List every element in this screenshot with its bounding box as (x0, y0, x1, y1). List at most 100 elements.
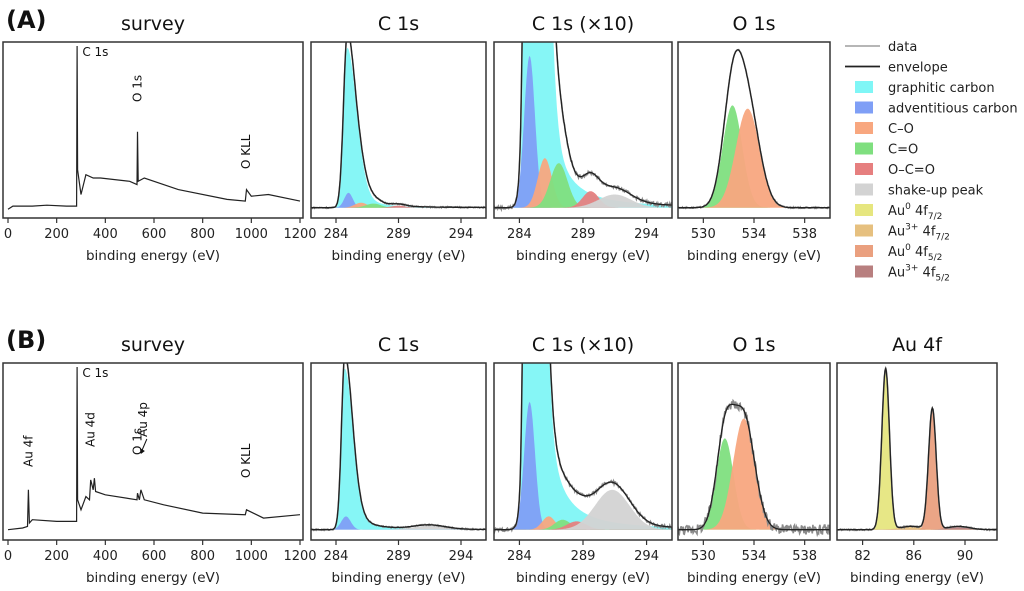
plot-area (494, 363, 672, 535)
x-tick-label: 200 (44, 227, 69, 242)
x-tick-label: 200 (44, 549, 69, 564)
legend-item-shakeup: shake-up peak (855, 183, 984, 199)
panel-a-c1s: C 1s 284 289 294 binding energy (eV) (310, 13, 487, 264)
component-graphitic-carbon (494, 363, 672, 530)
survey-trace (7, 366, 301, 531)
x-tick-label: 289 (571, 227, 596, 242)
envelope-trace (494, 363, 672, 531)
x-tick-label: 289 (386, 549, 411, 564)
component-graphitic-carbon (494, 42, 672, 208)
x-tick-label: 289 (571, 549, 596, 564)
legend-swatch (855, 142, 873, 155)
legend-swatch (855, 265, 873, 278)
envelope-trace (494, 42, 672, 209)
panel-frame (2, 41, 304, 219)
envelope-trace (311, 42, 486, 209)
component-au0-4f7-2 (837, 368, 997, 530)
x-tick-label: 1000 (235, 227, 268, 242)
legend-label: graphitic carbon (888, 81, 995, 96)
plot-area (678, 398, 830, 538)
component-c-o (678, 108, 830, 208)
x-tick-label: 284 (507, 227, 532, 242)
x-tick-label: 400 (93, 549, 118, 564)
envelope-trace (311, 363, 486, 531)
legend-swatch (855, 204, 873, 216)
panel-a-survey: survey C 1s O 1s O KLL 0 200 400 600 800 1000 1200… (2, 13, 317, 264)
component-au0-4f5-2 (837, 408, 997, 530)
x-tick-label: 600 (142, 549, 167, 564)
x-tick-label: 1000 (235, 549, 268, 564)
legend-label: C–O (888, 122, 914, 137)
legend-label: Au3+ 4f5/2 (888, 264, 950, 284)
envelope-trace (678, 403, 830, 531)
plot-area (837, 366, 997, 532)
x-axis-label: binding energy (eV) (687, 570, 821, 586)
panel-frame (310, 41, 487, 219)
x-tick-label: 534 (742, 549, 767, 564)
legend-swatch (855, 224, 873, 237)
legend-item-graphitic: graphitic carbon (855, 81, 995, 96)
panel-b-c1s: C 1s 284 289 294 binding energy (eV) (310, 334, 487, 586)
legend-item-envelope: envelope (845, 61, 948, 76)
x-axis-label: binding energy (eV) (516, 570, 650, 586)
plot-area (311, 363, 486, 532)
legend-item-au0-72: Au0 4f7/2 (855, 202, 942, 222)
x-tick-label: 1200 (283, 549, 316, 564)
x-tick-label: 600 (142, 227, 167, 242)
panel-title: Au 4f (892, 334, 943, 356)
legend-swatch (855, 122, 873, 134)
x-tick-label: 1200 (283, 227, 316, 242)
x-tick-label: 86 (906, 549, 923, 564)
x-axis-label: binding energy (eV) (331, 248, 465, 264)
x-axis-label: binding energy (eV) (687, 248, 821, 264)
panel-title: O 1s (733, 334, 776, 356)
plot-area (311, 42, 486, 210)
component-graphitic-carbon (311, 369, 486, 530)
x-tick-label: 284 (324, 227, 349, 242)
legend-item-co: C–O (855, 122, 914, 137)
x-tick-label: 0 (4, 227, 12, 242)
x-axis-label: binding energy (eV) (516, 248, 650, 264)
x-tick-label: 90 (957, 549, 974, 564)
legend-swatch (855, 101, 873, 114)
panel-title: C 1s (378, 334, 419, 356)
legend-label: adventitious carbon (888, 102, 1018, 117)
legend-label: shake-up peak (888, 184, 984, 199)
legend-item-c-o: C=O (855, 142, 918, 158)
survey-trace (7, 45, 301, 210)
peak-label: Au 4f (21, 435, 35, 467)
x-tick-label: 284 (324, 549, 349, 564)
component-adventitious-carbon (311, 516, 486, 530)
x-tick-label: 284 (507, 549, 532, 564)
x-axis-label: binding energy (eV) (850, 570, 984, 586)
x-tick-label: 294 (634, 227, 659, 242)
legend-item-data: data (845, 40, 917, 55)
x-tick-label: 82 (854, 549, 871, 564)
peak-label: C 1s (82, 366, 108, 380)
component-c-o (678, 418, 830, 530)
x-tick-label: 294 (634, 549, 659, 564)
legend-label: C=O (888, 143, 918, 158)
data-trace (311, 363, 486, 532)
component-adventitious-carbon (311, 192, 486, 208)
legend-label: Au0 4f7/2 (888, 202, 942, 222)
component-c-o (494, 158, 672, 208)
peak-label: C 1s (82, 45, 108, 59)
x-axis-label: binding energy (eV) (331, 570, 465, 586)
panel-b-o1s: O 1s 530 534 538 binding energy (eV) (677, 334, 831, 586)
legend-item-oc-o: O–C=O (855, 163, 935, 178)
legend-item-au3-72: Au3+ 4f7/2 (855, 223, 950, 243)
peak-label: O 1s (130, 428, 144, 455)
peak-label: Au 4p (136, 402, 150, 437)
panel-b-au4f: Au 4f 82 86 90 binding energy (eV) (836, 334, 998, 586)
peak-label: O 1s (130, 75, 144, 102)
legend-item-au0-52: Au0 4f5/2 (855, 243, 942, 263)
x-tick-label: 294 (449, 227, 474, 242)
x-tick-label: 530 (691, 227, 716, 242)
component-shake-up-peak (311, 525, 486, 530)
legend-label: envelope (888, 61, 948, 76)
x-tick-label: 800 (190, 549, 215, 564)
legend-label: O–C=O (888, 163, 935, 178)
